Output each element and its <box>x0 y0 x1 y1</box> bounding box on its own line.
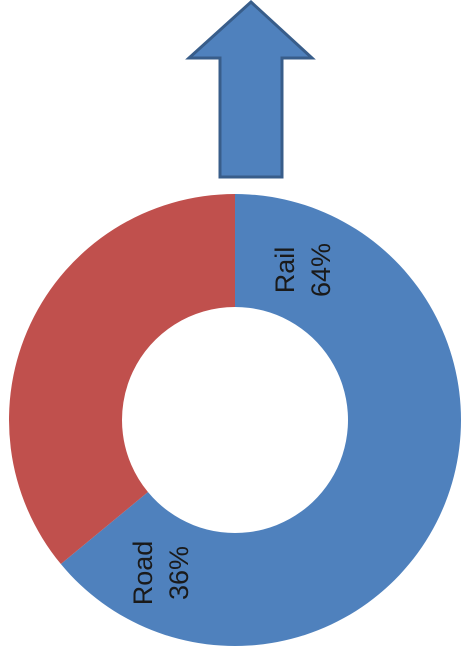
slice-percent-rail: 64% <box>306 243 336 297</box>
slice-rail <box>60 194 461 646</box>
slice-name-rail: Rail <box>270 247 300 294</box>
slice-road <box>9 194 235 565</box>
slice-percent-road: 36% <box>164 546 194 600</box>
slice-labels: Rail 64% Road 36% <box>128 243 336 605</box>
up-arrow-icon <box>185 0 316 179</box>
slice-name-road: Road <box>128 541 158 606</box>
donut-slices <box>9 194 461 646</box>
slice-label-rail: Rail 64% <box>270 243 336 297</box>
slice-label-road: Road 36% <box>128 541 194 606</box>
